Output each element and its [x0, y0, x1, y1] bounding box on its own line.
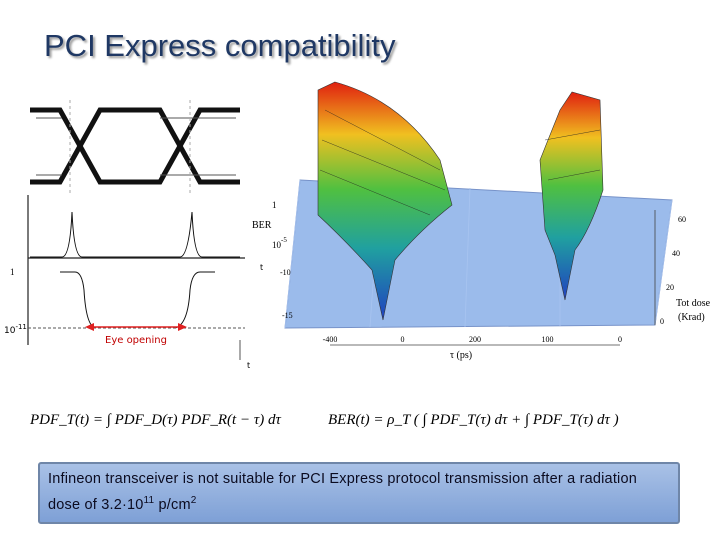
- y-label: 1: [10, 267, 15, 277]
- axis-label: t: [260, 263, 263, 272]
- formula: PDF_T(t) = ∫ PDF_D(τ) PDF_R(t − τ) dτ: [29, 412, 281, 428]
- eye-diagram: [27, 100, 245, 360]
- z-tick-label: -15: [282, 311, 293, 320]
- slide-title: PCI Express compatibility: [44, 28, 396, 63]
- x-tick-label: 100: [542, 335, 554, 344]
- formula: BER(t) = ρ_T ( ∫ PDF_T(τ) dτ + ∫ PDF_T(τ…: [328, 412, 619, 428]
- dose-tick-label: 0: [660, 317, 664, 326]
- eye-opening-arrow: [85, 323, 187, 331]
- x-tick-label: 0: [618, 335, 622, 344]
- z-tick-label: 1: [272, 200, 277, 210]
- axis-label: t: [247, 361, 250, 370]
- eye-opening-label: Eye opening: [105, 335, 167, 346]
- z-tick-label: -10: [280, 268, 291, 277]
- x-tick-label: 0: [401, 335, 405, 344]
- dose-axis-label: Tot dose: [676, 298, 711, 309]
- y-label: 10-11: [4, 323, 27, 336]
- conclusion-note: Infineon transceiver is not suitable for…: [38, 462, 680, 524]
- ber-surface-plot: [284, 81, 673, 346]
- x-axis-label: τ (ps): [450, 350, 472, 361]
- dose-tick-label: 20: [666, 283, 674, 292]
- slide-graphics: PCI Express compatibility 1 10-11 Eye op…: [4, 28, 711, 428]
- x-tick-label: 200: [469, 335, 481, 344]
- z-tick-label: 10-5: [272, 236, 287, 250]
- dose-tick-label: 40: [672, 249, 680, 258]
- dose-tick-label: 60: [678, 215, 686, 224]
- dose-axis-label: (Krad): [678, 312, 705, 323]
- z-axis-label: BER: [252, 220, 272, 231]
- x-tick-label: -400: [323, 335, 338, 344]
